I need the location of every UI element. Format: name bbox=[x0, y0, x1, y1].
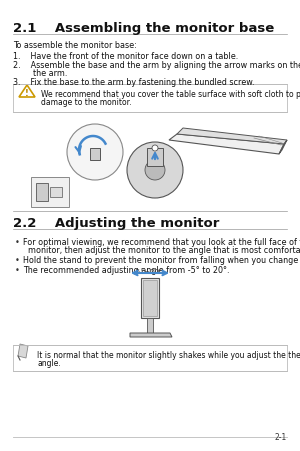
Text: angle.: angle. bbox=[37, 358, 61, 367]
Text: the arm.: the arm. bbox=[13, 69, 68, 78]
Text: !: ! bbox=[25, 89, 29, 98]
Text: 2.1    Assembling the monitor base: 2.1 Assembling the monitor base bbox=[13, 22, 274, 35]
Circle shape bbox=[67, 125, 123, 180]
Circle shape bbox=[152, 146, 158, 152]
Text: For optimal viewing, we recommend that you look at the full face of the: For optimal viewing, we recommend that y… bbox=[23, 238, 300, 246]
Text: The recommended adjusting angle from -5° to 20°.: The recommended adjusting angle from -5°… bbox=[23, 265, 230, 274]
Text: To assemble the monitor base:: To assemble the monitor base: bbox=[13, 41, 137, 50]
Polygon shape bbox=[18, 344, 28, 358]
Circle shape bbox=[145, 161, 165, 180]
Bar bbox=[36, 184, 48, 202]
Polygon shape bbox=[169, 135, 284, 155]
Polygon shape bbox=[177, 129, 287, 145]
Text: -5°~20°: -5°~20° bbox=[134, 268, 164, 274]
Text: 2.    Assemble the base and the arm by aligning the arrow marks on the base and: 2. Assemble the base and the arm by alig… bbox=[13, 61, 300, 70]
Polygon shape bbox=[130, 333, 172, 337]
Bar bbox=[13, 85, 287, 113]
Bar bbox=[147, 149, 163, 166]
Text: •: • bbox=[15, 238, 20, 246]
Text: •: • bbox=[15, 265, 20, 274]
Bar bbox=[31, 178, 69, 207]
Text: 1.    Have the front of the monitor face down on a table.: 1. Have the front of the monitor face do… bbox=[13, 52, 238, 61]
Bar bbox=[50, 188, 62, 198]
Polygon shape bbox=[279, 141, 287, 155]
Bar bbox=[90, 149, 100, 161]
Bar bbox=[13, 345, 287, 371]
Text: damage to the monitor.: damage to the monitor. bbox=[41, 98, 131, 107]
Text: We recommend that you cover the table surface with soft cloth to prevent: We recommend that you cover the table su… bbox=[41, 90, 300, 99]
Circle shape bbox=[127, 143, 183, 198]
Text: 3.    Fix the base to the arm by fastening the bundled screw.: 3. Fix the base to the arm by fastening … bbox=[13, 78, 254, 87]
Bar bbox=[147, 318, 153, 333]
Text: 2.2    Adjusting the monitor: 2.2 Adjusting the monitor bbox=[13, 216, 219, 230]
Text: •: • bbox=[15, 255, 20, 264]
Bar bbox=[143, 281, 157, 316]
Text: monitor, then adjust the monitor to the angle that is most comfortable for you.: monitor, then adjust the monitor to the … bbox=[23, 245, 300, 254]
Text: Hold the stand to prevent the monitor from falling when you change its angle.: Hold the stand to prevent the monitor fr… bbox=[23, 255, 300, 264]
Text: 2-1: 2-1 bbox=[275, 432, 287, 441]
Bar bbox=[141, 278, 159, 318]
Text: It is normal that the monitor slightly shakes while you adjust the the viewing: It is normal that the monitor slightly s… bbox=[37, 350, 300, 359]
